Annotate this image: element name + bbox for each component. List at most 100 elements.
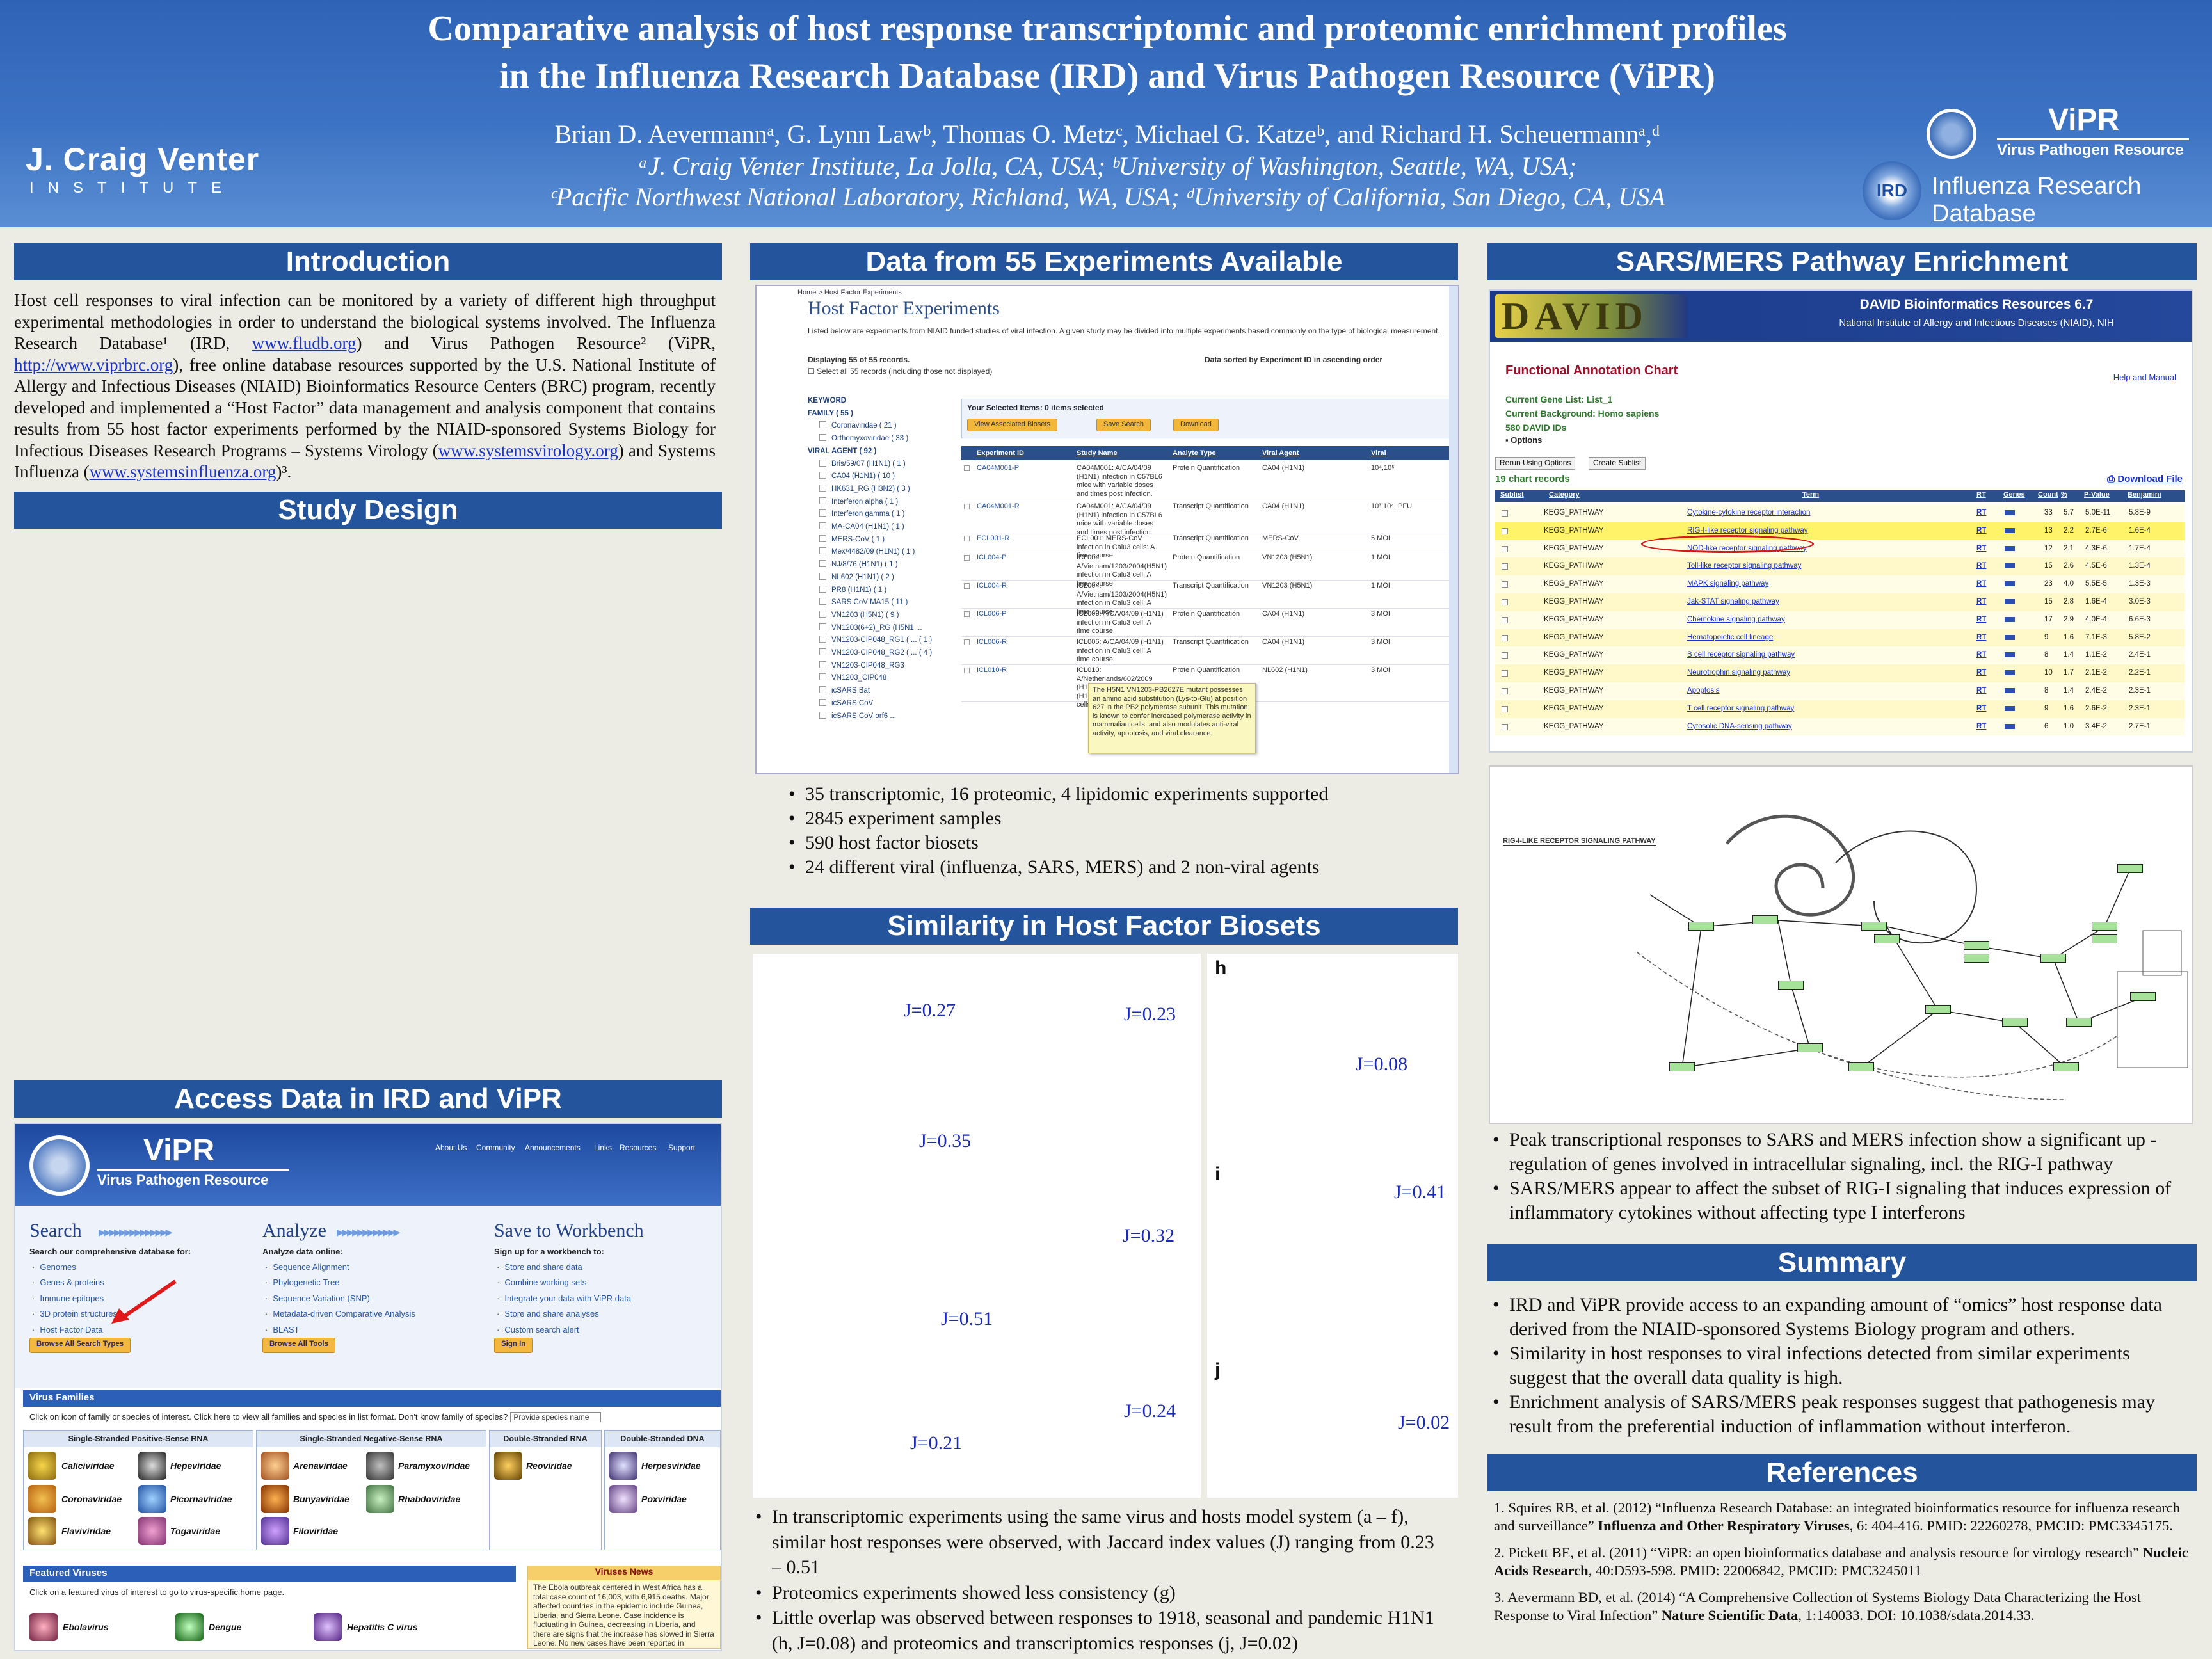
cell-rt[interactable]: RT bbox=[1976, 651, 1987, 659]
cell-term[interactable]: B cell receptor signaling pathway bbox=[1687, 651, 1795, 659]
row-checkbox[interactable] bbox=[1502, 599, 1508, 605]
virus-flaviviridae[interactable]: Flaviviridae bbox=[61, 1526, 111, 1536]
nav-community[interactable]: Community bbox=[476, 1143, 515, 1152]
view-biosets-button[interactable]: View Associated Biosets bbox=[967, 419, 1058, 431]
scrollbar[interactable] bbox=[1449, 286, 1458, 773]
col-p-value[interactable]: P-Value bbox=[2084, 491, 2110, 499]
virus-caliciviridae[interactable]: Caliciviridae bbox=[61, 1461, 115, 1471]
agent-filter-item[interactable]: NL602 (H1N1) ( 2 ) bbox=[808, 572, 949, 584]
cell-rt[interactable]: RT bbox=[1976, 562, 1987, 570]
genes-bar-icon[interactable] bbox=[2005, 616, 2015, 622]
row-checkbox[interactable] bbox=[964, 465, 970, 471]
row-checkbox[interactable] bbox=[1502, 670, 1508, 677]
browse-tools-button[interactable]: Browse All Tools bbox=[262, 1338, 336, 1353]
create-sublist-button[interactable]: Create Sublist bbox=[1589, 457, 1646, 470]
row-checkbox[interactable] bbox=[1502, 510, 1508, 517]
agent-filter-item[interactable]: icSARS Bat bbox=[808, 685, 949, 698]
search-link-genes[interactable]: Genes & proteins bbox=[32, 1275, 117, 1290]
row-checkbox[interactable] bbox=[1502, 688, 1508, 694]
save-link-alert[interactable]: Custom search alert bbox=[497, 1322, 631, 1338]
hepatitis-c-icon[interactable] bbox=[314, 1613, 342, 1641]
nav-links[interactable]: Links bbox=[594, 1143, 613, 1152]
row-checkbox[interactable] bbox=[964, 504, 970, 509]
cell-rt[interactable]: RT bbox=[1976, 722, 1987, 730]
ebolavirus-icon[interactable] bbox=[29, 1613, 58, 1641]
analyze-link-blast[interactable]: BLAST bbox=[265, 1322, 415, 1338]
cell-rt[interactable]: RT bbox=[1976, 509, 1987, 517]
table-row[interactable]: ICL004-R ICL004: A/Vietnam/1203/2004(H5N1… bbox=[961, 581, 1458, 616]
virus-reoviridae[interactable]: Reoviridae bbox=[526, 1461, 572, 1471]
family-filter-item[interactable]: Orthomyxoviridae ( 33 ) bbox=[808, 433, 949, 445]
col-experiment-id[interactable]: Experiment ID bbox=[977, 449, 1024, 457]
genes-bar-icon[interactable] bbox=[2005, 688, 2015, 693]
genes-bar-icon[interactable] bbox=[2005, 599, 2015, 604]
agent-filter-item[interactable]: VN1203-CIP048_RG3 bbox=[808, 660, 949, 673]
genes-bar-icon[interactable] bbox=[2005, 510, 2015, 515]
nav-about-us[interactable]: About Us bbox=[435, 1143, 467, 1152]
cell-term[interactable]: Apoptosis bbox=[1687, 687, 1720, 694]
cell-rt[interactable]: RT bbox=[1976, 633, 1987, 641]
virus-filoviridae[interactable]: Filoviridae bbox=[293, 1526, 339, 1536]
row-checkbox[interactable] bbox=[1502, 705, 1508, 712]
col-percent[interactable]: % bbox=[2061, 491, 2067, 499]
sign-in-button[interactable]: Sign In bbox=[494, 1338, 533, 1353]
save-search-button[interactable]: Save Search bbox=[1096, 419, 1151, 431]
col-category[interactable]: Category bbox=[1549, 491, 1580, 499]
table-row[interactable]: KEGG_PATHWAY RIG-I-like receptor signalin… bbox=[1495, 522, 2185, 540]
save-link-analyses[interactable]: Store and share analyses bbox=[497, 1306, 631, 1322]
table-row[interactable]: ICL004-P ICL004: A/Vietnam/1203/2004(H5N1… bbox=[961, 552, 1458, 588]
agent-filter-item[interactable]: icSARS CoV bbox=[808, 698, 949, 710]
search-link-epitopes[interactable]: Immune epitopes bbox=[32, 1291, 117, 1306]
cell-term[interactable]: Cytosolic DNA-sensing pathway bbox=[1687, 722, 1792, 730]
row-checkbox[interactable] bbox=[964, 555, 970, 561]
cell-term[interactable]: Chemokine signaling pathway bbox=[1687, 615, 1785, 623]
cell-id[interactable]: ICL004-P bbox=[977, 554, 1007, 561]
virus-rhabdoviridae[interactable]: Rhabdoviridae bbox=[398, 1494, 461, 1504]
table-row[interactable]: KEGG_PATHWAY Jak-STAT signaling pathway RT… bbox=[1495, 593, 2185, 611]
table-row[interactable]: KEGG_PATHWAY Neurotrophin signaling pathw… bbox=[1495, 664, 2185, 682]
col-term[interactable]: Term bbox=[1802, 491, 1820, 499]
table-row[interactable]: KEGG_PATHWAY T cell receptor signaling pa… bbox=[1495, 700, 2185, 718]
genes-bar-icon[interactable] bbox=[2005, 723, 2015, 729]
agent-filter-item[interactable]: VN1203(6+2)_RG (H5N1 ... bbox=[808, 622, 949, 635]
genes-bar-icon[interactable] bbox=[2005, 545, 2015, 551]
virus-hepeviridae[interactable]: Hepeviridae bbox=[170, 1461, 221, 1471]
row-checkbox[interactable] bbox=[1502, 652, 1508, 659]
row-checkbox[interactable] bbox=[964, 611, 970, 617]
cell-term[interactable]: RIG-I-like receptor signaling pathway bbox=[1687, 526, 1808, 534]
save-link-store[interactable]: Store and share data bbox=[497, 1260, 631, 1275]
row-checkbox[interactable] bbox=[964, 639, 970, 645]
species-search-input[interactable]: Provide species name bbox=[510, 1412, 602, 1422]
table-row[interactable]: KEGG_PATHWAY Cytosolic DNA-sensing pathwa… bbox=[1495, 717, 2185, 736]
download-file-link[interactable]: ⎙ Download File bbox=[2107, 474, 2183, 485]
agent-filter-item[interactable]: Interferon gamma ( 1 ) bbox=[808, 508, 949, 521]
agent-filter-item[interactable]: Mex/4482/09 (H1N1) ( 1 ) bbox=[808, 546, 949, 559]
genes-bar-icon[interactable] bbox=[2005, 527, 2015, 533]
cell-rt[interactable]: RT bbox=[1976, 704, 1987, 712]
col-sublist[interactable]: Sublist bbox=[1500, 491, 1524, 499]
herpesviridae-icon[interactable] bbox=[609, 1452, 637, 1480]
poxviridae-icon[interactable] bbox=[609, 1485, 637, 1513]
table-row[interactable]: KEGG_PATHWAY NOD-like receptor signaling … bbox=[1495, 540, 2185, 558]
cell-id[interactable]: ICL006-P bbox=[977, 610, 1007, 618]
analyze-link-tree[interactable]: Phylogenetic Tree bbox=[265, 1275, 415, 1290]
agent-filter-item[interactable]: Bris/59/07 (H1N1) ( 1 ) bbox=[808, 458, 949, 471]
col-benjamini[interactable]: Benjamini bbox=[2128, 491, 2161, 499]
cell-id[interactable]: ICL010-R bbox=[977, 666, 1007, 674]
agent-filter-item[interactable]: icSARS CoV orf6 ... bbox=[808, 710, 949, 723]
agent-filter-item[interactable]: CA04 (H1N1) ( 10 ) bbox=[808, 470, 949, 483]
virus-poxviridae[interactable]: Poxviridae bbox=[641, 1494, 687, 1504]
row-checkbox[interactable] bbox=[964, 583, 970, 589]
systemsvirology-link[interactable]: www.systemsvirology.org bbox=[438, 440, 618, 460]
filoviridae-icon[interactable] bbox=[261, 1517, 289, 1545]
cell-id[interactable]: ICL004-R bbox=[977, 582, 1007, 589]
rhabdoviridae-icon[interactable] bbox=[366, 1485, 394, 1513]
row-checkbox[interactable] bbox=[1502, 616, 1508, 623]
row-checkbox[interactable] bbox=[964, 668, 970, 673]
select-all[interactable]: ☐ Select all 55 records (including those… bbox=[808, 367, 993, 376]
agent-filter-item[interactable]: VN1203-CIP048_RG2 ( ... ( 4 ) bbox=[808, 647, 949, 660]
table-row[interactable]: KEGG_PATHWAY Chemokine signaling pathway R… bbox=[1495, 611, 2185, 629]
featured-ebolavirus[interactable]: Ebolavirus bbox=[63, 1622, 109, 1632]
table-row[interactable]: KEGG_PATHWAY MAPK signaling pathway RT 23 4.… bbox=[1495, 575, 2185, 593]
col-analyte-type[interactable]: Analyte Type bbox=[1173, 449, 1216, 457]
